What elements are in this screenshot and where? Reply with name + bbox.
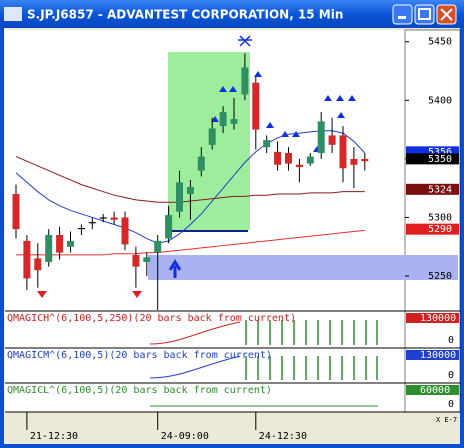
y-tick-label: 5300 xyxy=(428,212,452,223)
minimize-icon xyxy=(398,16,406,19)
price-label: 5290 xyxy=(428,224,452,235)
candle-body xyxy=(56,235,64,253)
app-icon xyxy=(4,7,22,21)
candle-body xyxy=(252,82,260,130)
candle-body xyxy=(77,227,85,230)
indicator-top: 60000 xyxy=(420,385,450,396)
window-title: S.JP.J6857 - ADVANTEST CORPORATION, 15 M… xyxy=(27,8,343,22)
candle-body xyxy=(34,258,42,271)
indicator-bars xyxy=(245,320,378,380)
candle-body xyxy=(208,128,216,145)
maximize-icon xyxy=(418,8,431,20)
y-tick-label: 5450 xyxy=(428,37,452,48)
price-label-box xyxy=(406,183,459,195)
candle-body xyxy=(121,217,129,245)
indicator-top: 130000 xyxy=(420,350,456,361)
candle-body xyxy=(186,186,194,195)
candle-body xyxy=(45,235,53,262)
indicator-curve xyxy=(149,355,241,379)
candle-body xyxy=(154,240,162,253)
scale-note: X E-7 xyxy=(436,416,457,424)
indicator-bottom: 0 xyxy=(448,370,454,381)
indicator-bottom: 0 xyxy=(448,335,454,346)
candle-body xyxy=(263,140,271,148)
candle-body xyxy=(143,257,151,262)
candle-body xyxy=(197,156,205,171)
price-label-box xyxy=(406,153,459,165)
candle-body xyxy=(274,151,282,165)
price-label: 5324 xyxy=(428,184,452,195)
x-tick-label: 24-09:00 xyxy=(161,431,209,442)
price-label-box xyxy=(406,146,459,158)
candle-body xyxy=(230,119,238,124)
indicator-curve xyxy=(149,321,241,345)
price-label-box xyxy=(406,223,459,235)
candle-body xyxy=(23,240,31,279)
indicator-top-box xyxy=(406,385,459,395)
indicator-top-box xyxy=(406,313,459,323)
x-tick-label: 21-12:30 xyxy=(30,431,78,442)
candle-body xyxy=(361,158,369,162)
indicator-label: QMAGICM^(6,100,5)(20 bars back from curr… xyxy=(7,350,272,361)
candle-body xyxy=(328,135,336,145)
candle-body xyxy=(241,67,249,95)
candle-body xyxy=(350,158,358,165)
support-band xyxy=(148,255,458,280)
candle-body xyxy=(88,222,96,224)
candle-body xyxy=(285,153,292,164)
indicator-bottom: 0 xyxy=(448,399,454,410)
x-tick-label: 24-12:30 xyxy=(259,431,307,442)
indicator-label: QMAGICL^(6,100,5)(20 bars back from curr… xyxy=(7,385,272,396)
candle-body xyxy=(176,182,183,212)
up-arrow xyxy=(168,259,182,278)
indicator-top: 130000 xyxy=(420,313,456,324)
candle-body xyxy=(12,194,20,230)
moving-average xyxy=(15,130,366,244)
minimize-button[interactable] xyxy=(392,4,413,25)
candle-body xyxy=(317,121,325,154)
candle-body xyxy=(306,156,314,164)
title-bar xyxy=(0,0,464,28)
indicator-label: QMAGICH^(6,100,5,250)(20 bars back from … xyxy=(7,313,296,324)
price-label: 5350 xyxy=(428,154,452,165)
candle-body xyxy=(295,164,303,168)
time-axis xyxy=(4,426,460,444)
price-label: 5356 xyxy=(428,147,452,158)
moving-average xyxy=(16,229,365,256)
candle-body xyxy=(132,254,140,267)
x-marker xyxy=(238,35,252,47)
y-tick-label: 5400 xyxy=(428,95,452,106)
candle-body xyxy=(219,112,227,127)
maximize-button[interactable] xyxy=(414,4,435,25)
indicator-top-box xyxy=(406,350,459,360)
signal-markers xyxy=(211,71,356,152)
y-tick-label: 5250 xyxy=(428,271,452,282)
close-icon xyxy=(440,8,453,21)
sell-markers xyxy=(37,291,142,298)
candle-body xyxy=(67,240,74,247)
candle-body xyxy=(339,135,347,169)
candle-body xyxy=(110,217,118,220)
candle-body xyxy=(99,217,107,219)
candle-body xyxy=(165,215,173,239)
